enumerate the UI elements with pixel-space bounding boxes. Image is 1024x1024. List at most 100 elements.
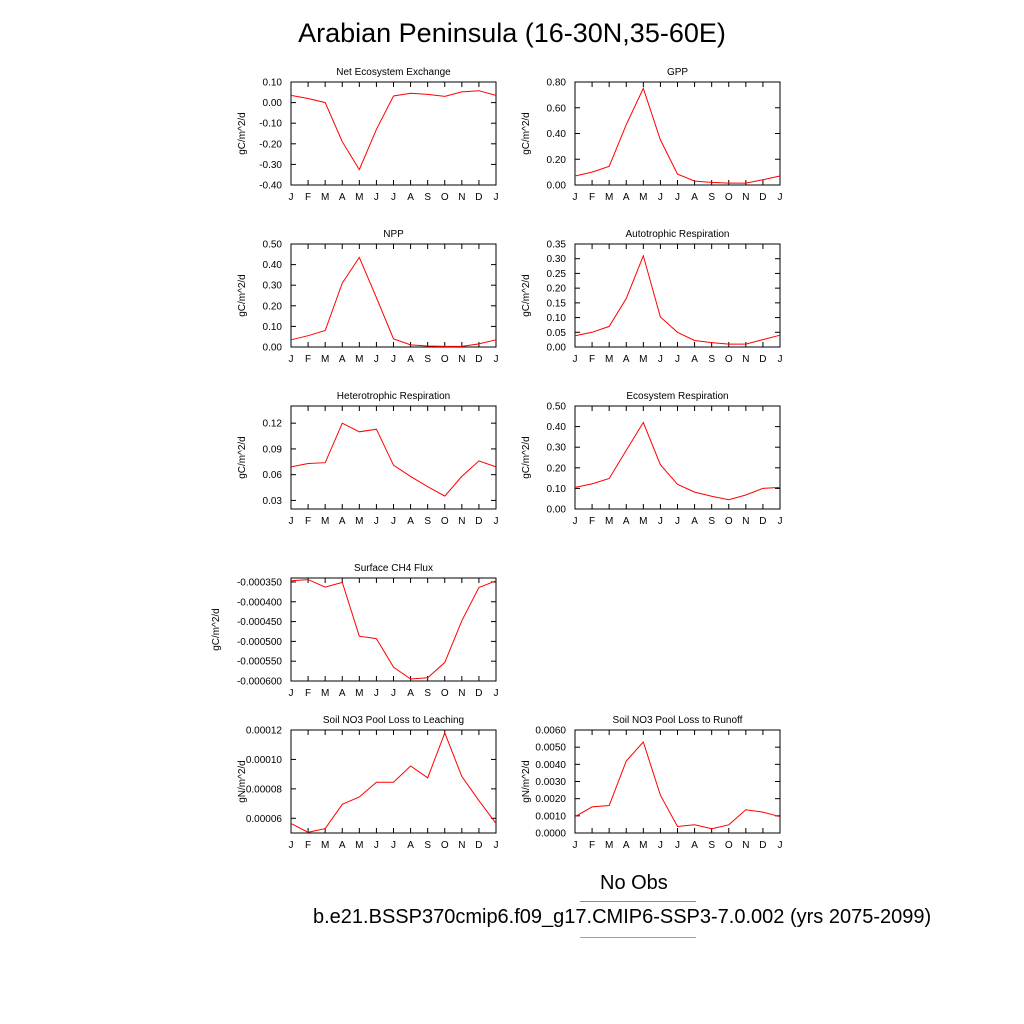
x-tick-label: O xyxy=(725,192,733,203)
chart-title: GPP xyxy=(667,67,688,78)
x-tick-label: J xyxy=(391,192,396,203)
y-axis-label: gN/m^2/d xyxy=(237,760,248,803)
legend-obs-line xyxy=(580,901,696,902)
x-tick-label: F xyxy=(305,354,311,365)
x-tick-label: F xyxy=(305,516,311,527)
x-tick-label: N xyxy=(458,192,465,203)
x-tick-label: M xyxy=(639,192,647,203)
x-tick-label: M xyxy=(605,354,613,365)
x-tick-label: J xyxy=(494,688,499,699)
y-tick-label: 0.00012 xyxy=(246,726,283,737)
x-tick-label: J xyxy=(658,516,663,527)
x-tick-label: J xyxy=(778,840,783,851)
x-tick-label: M xyxy=(355,688,363,699)
y-tick-label: -0.000550 xyxy=(237,657,282,668)
x-tick-label: J xyxy=(289,688,294,699)
y-axis-label: gC/m^2/d xyxy=(237,436,248,479)
y-tick-label: 0.20 xyxy=(547,284,567,295)
y-axis-label: gC/m^2/d xyxy=(211,608,222,651)
y-tick-label: 0.50 xyxy=(263,240,283,251)
x-tick-label: J xyxy=(494,516,499,527)
y-tick-label: 0.20 xyxy=(263,301,283,312)
x-tick-label: J xyxy=(391,354,396,365)
y-tick-label: -0.30 xyxy=(259,160,282,171)
y-axis-label: gC/m^2/d xyxy=(521,274,532,317)
x-tick-label: M xyxy=(321,516,329,527)
y-tick-label: 0.40 xyxy=(547,422,567,433)
y-tick-label: 0.20 xyxy=(547,155,567,166)
series-line xyxy=(290,90,497,171)
x-tick-label: A xyxy=(407,688,414,699)
x-tick-label: A xyxy=(407,192,414,203)
x-tick-label: J xyxy=(778,354,783,365)
y-tick-label: 0.40 xyxy=(263,260,283,271)
y-tick-label: 0.06 xyxy=(263,470,283,481)
x-tick-label: N xyxy=(458,688,465,699)
plot-frame xyxy=(574,729,781,834)
y-tick-label: -0.40 xyxy=(259,181,282,192)
chart-title: Ecosystem Respiration xyxy=(626,391,728,402)
chart-title: Heterotrophic Respiration xyxy=(337,391,450,402)
y-tick-label: 0.40 xyxy=(547,129,567,140)
x-tick-label: O xyxy=(725,840,733,851)
x-tick-label: A xyxy=(339,192,346,203)
x-tick-label: O xyxy=(725,354,733,365)
y-tick-label: 0.10 xyxy=(547,484,567,495)
x-tick-label: F xyxy=(589,192,595,203)
x-tick-label: M xyxy=(321,354,329,365)
plot-frame xyxy=(574,243,781,348)
x-tick-label: A xyxy=(623,192,630,203)
y-tick-label: 0.80 xyxy=(547,78,567,89)
x-tick-label: A xyxy=(339,840,346,851)
x-tick-label: F xyxy=(305,840,311,851)
series-line xyxy=(290,256,497,347)
x-tick-label: M xyxy=(321,840,329,851)
y-tick-label: 0.00006 xyxy=(246,814,283,825)
chart-title: Autotrophic Respiration xyxy=(626,229,730,240)
x-tick-label: M xyxy=(355,192,363,203)
x-tick-label: S xyxy=(424,354,431,365)
x-tick-label: F xyxy=(305,192,311,203)
x-tick-label: A xyxy=(623,516,630,527)
x-tick-label: J xyxy=(675,354,680,365)
y-tick-label: -0.000400 xyxy=(237,597,282,608)
x-tick-label: J xyxy=(658,840,663,851)
y-tick-label: -0.10 xyxy=(259,119,282,130)
x-tick-label: D xyxy=(475,840,482,851)
x-tick-label: N xyxy=(458,516,465,527)
x-tick-label: A xyxy=(623,354,630,365)
series-line xyxy=(290,422,497,497)
x-tick-label: D xyxy=(475,192,482,203)
x-tick-label: J xyxy=(675,840,680,851)
x-tick-label: O xyxy=(441,354,449,365)
series-line xyxy=(574,741,781,830)
chart-title: Surface CH4 Flux xyxy=(354,563,433,574)
series-line xyxy=(574,87,781,184)
y-tick-label: 0.0060 xyxy=(535,726,566,737)
x-tick-label: S xyxy=(708,840,715,851)
y-tick-label: -0.20 xyxy=(259,139,282,150)
x-tick-label: A xyxy=(691,840,698,851)
y-axis-label: gC/m^2/d xyxy=(237,112,248,155)
x-tick-label: A xyxy=(691,354,698,365)
y-axis-label: gC/m^2/d xyxy=(521,436,532,479)
y-axis-label: gC/m^2/d xyxy=(521,112,532,155)
y-tick-label: 0.10 xyxy=(547,313,567,324)
x-tick-label: O xyxy=(725,516,733,527)
x-tick-label: J xyxy=(289,354,294,365)
y-tick-label: 0.60 xyxy=(547,103,567,114)
y-tick-label: 0.00 xyxy=(547,181,567,192)
x-tick-label: F xyxy=(589,516,595,527)
y-tick-label: 0.30 xyxy=(263,281,283,292)
x-tick-label: D xyxy=(475,688,482,699)
x-tick-label: M xyxy=(321,192,329,203)
x-tick-label: A xyxy=(339,354,346,365)
y-tick-label: -0.000450 xyxy=(237,617,282,628)
x-tick-label: M xyxy=(605,516,613,527)
x-tick-label: D xyxy=(475,516,482,527)
x-tick-label: S xyxy=(424,516,431,527)
y-tick-label: 0.35 xyxy=(547,240,567,251)
x-tick-label: J xyxy=(778,516,783,527)
